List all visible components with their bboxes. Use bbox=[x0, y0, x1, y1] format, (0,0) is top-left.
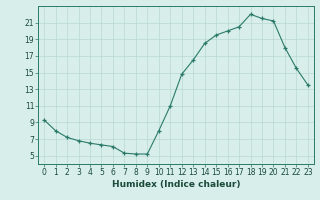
X-axis label: Humidex (Indice chaleur): Humidex (Indice chaleur) bbox=[112, 180, 240, 189]
